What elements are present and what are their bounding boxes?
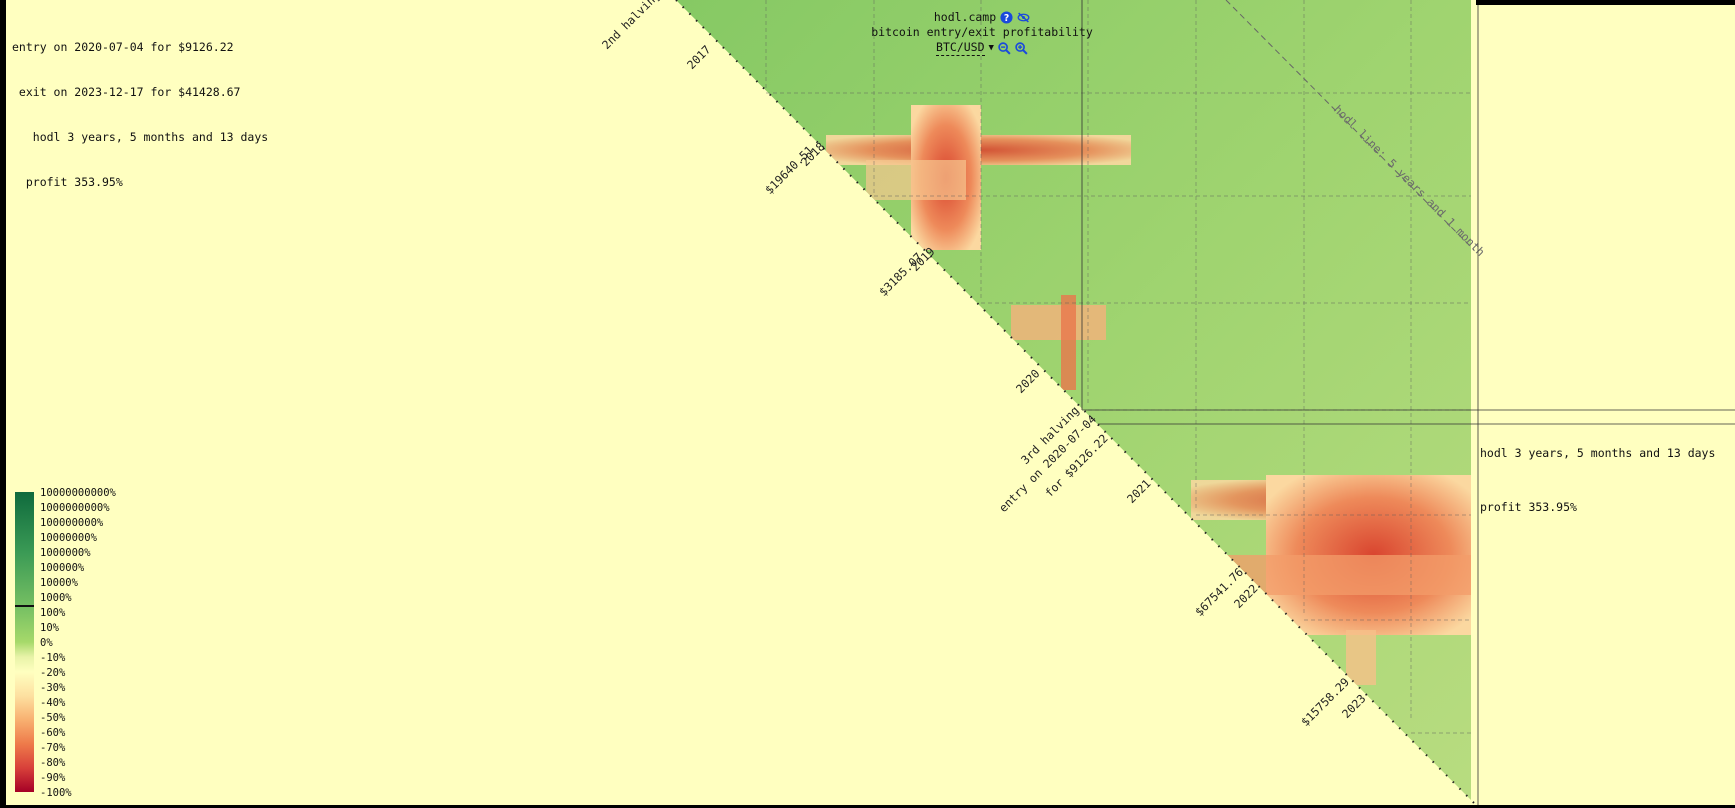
question-circle-icon[interactable]: ? [1000,11,1013,24]
hodl-line [1225,0,1475,251]
eye-slash-icon[interactable] [1017,11,1030,24]
caret-down-icon[interactable]: ▼ [988,42,994,53]
loss-band-2020 [1011,305,1106,340]
loss-fringe-2018 [866,160,966,200]
legend-label: 1000% [40,592,72,604]
legend-label: 10000000% [40,532,97,544]
readout-hodl: hodl 3 years, 5 months and 13 days [1480,446,1716,460]
top-strip [1476,0,1735,5]
legend-label: -70% [40,742,66,754]
svg-text:?: ? [1004,13,1009,24]
hodl-duration: hodl 3 years, 5 months and 13 days [12,130,269,144]
legend-label: -40% [40,697,66,709]
profitability-heatmap[interactable]: hodl line: 5 years and 1 month [6,0,1735,805]
legend-label: -100% [40,787,72,799]
legend-color-bar [15,492,34,792]
legend-label: -50% [40,712,66,724]
legend-label: 10000000000% [40,487,116,499]
title-block: hodl.camp ? bitcoin entry/exit profitabi… [832,10,1132,56]
site-title[interactable]: hodl.camp [933,10,997,24]
legend-label: 1000000% [40,547,91,559]
page-subtitle: bitcoin entry/exit profitability [871,25,1093,39]
legend-label: 10000% [40,577,78,589]
legend-label: 100% [40,607,66,619]
legend-labels: 10000000000% 1000000000% 100000000% 1000000… [40,486,116,801]
legend-label: -60% [40,727,66,739]
exit-readout: hodl 3 years, 5 months and 13 days profi… [1480,408,1715,552]
legend-label: -30% [40,682,66,694]
legend-divider [15,605,34,607]
profit-info: profit 353.95% [12,175,123,189]
profitability-page: hodl line: 5 years and 1 month entry on … [6,0,1735,805]
legend-label: 100000% [40,562,85,574]
loss-fringe-2022 [1226,555,1471,595]
legend-label: 0% [40,637,53,649]
pair-select[interactable]: BTC/USD [936,40,985,56]
year-grid [765,0,1471,734]
legend-label: -20% [40,667,66,679]
zoom-out-icon[interactable] [998,41,1011,55]
legend-label: -80% [40,757,66,769]
readout-profit: profit 353.95% [1480,500,1577,514]
legend-label: -90% [40,772,66,784]
selection-info: entry on 2020-07-04 for $9126.22 exit on… [12,10,268,220]
legend-label: -10% [40,652,66,664]
crosshair [1081,0,1735,805]
legend-label: 10% [40,622,59,634]
loss-tail-2022 [1346,630,1376,685]
legend-label: 100000000% [40,517,104,529]
loss-strip-2020 [1061,295,1076,390]
zoom-in-icon[interactable] [1015,41,1028,55]
entry-info: entry on 2020-07-04 for $9126.22 [12,40,234,54]
exit-info: exit on 2023-12-17 for $41428.67 [12,85,241,99]
legend-label: 1000000000% [40,502,110,514]
